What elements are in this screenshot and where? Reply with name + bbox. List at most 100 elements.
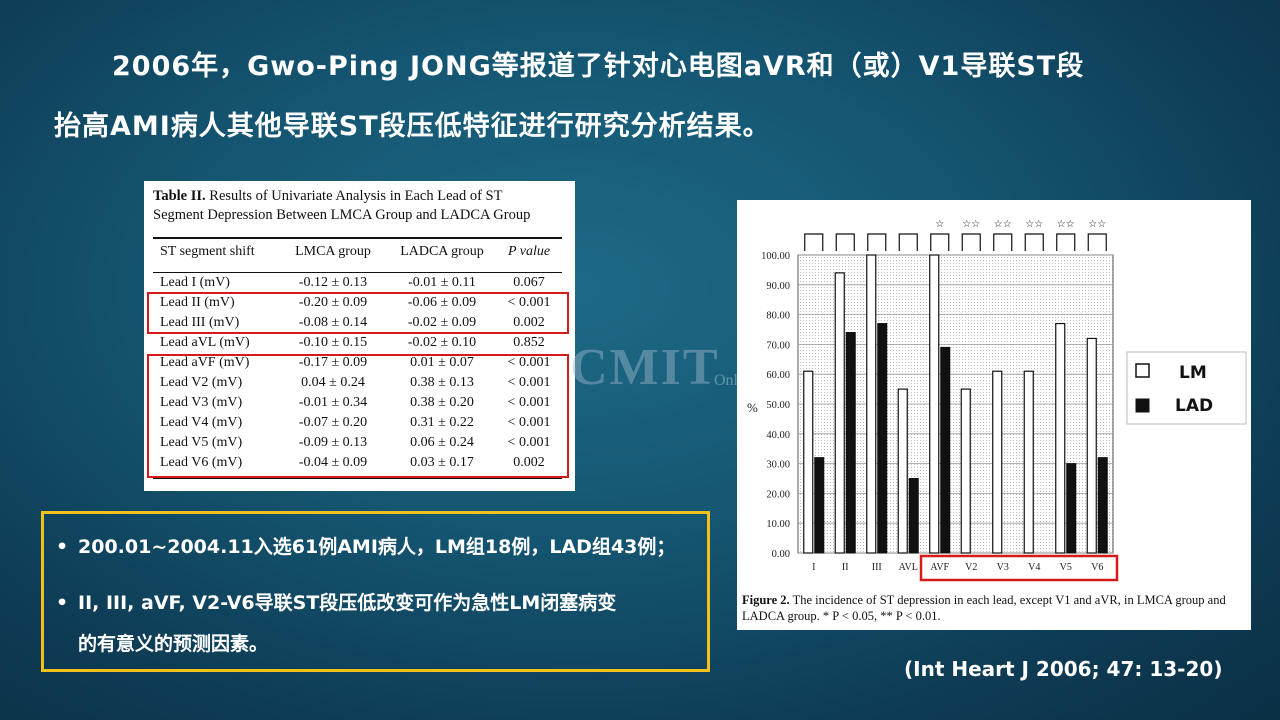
table-header-cell: ST segment shift (160, 244, 255, 259)
bullet-text: 200.01~2004.11入选61例AMI病人，LM组18例，LAD组43例； (78, 536, 676, 558)
legend-label-lad: LAD (1175, 396, 1213, 416)
significance-bracket (993, 233, 1013, 251)
table-cell: Lead I (mV) (160, 275, 230, 290)
x-tick-label: III (872, 562, 882, 573)
y-tick-label: 0.00 (772, 549, 790, 560)
y-tick-label: 20.00 (766, 489, 790, 500)
table-header-cell: LMCA group (295, 244, 371, 259)
table-cell: 0.04 ± 0.24 (301, 375, 365, 390)
table-caption-label: Table II. (153, 188, 206, 204)
results-table-panel: Table II. Results of Univariate Analysis… (144, 181, 575, 491)
table-cell: -0.01 ± 0.34 (298, 395, 368, 410)
table-caption-text: Results of Univariate Analysis in Each L… (209, 188, 503, 204)
table-row: Lead V6 (mV) -0.04 ± 0.09 0.03 ± 0.17 0.002 (153, 455, 562, 475)
y-tick-label: 10.00 (766, 519, 790, 530)
highlight-box-chart-leads (919, 554, 1119, 582)
table-row: Lead V5 (mV) -0.09 ± 0.13 0.06 ± 0.24 < 0.0… (153, 435, 562, 455)
y-tick-label: 100.00 (761, 251, 790, 262)
table-cell: Lead III (mV) (160, 315, 240, 330)
y-tick-label: 40.00 (766, 430, 790, 441)
table-cell: 0.852 (513, 335, 545, 350)
table-row: Lead II (mV) -0.20 ± 0.09 -0.06 ± 0.09 < 0.… (153, 295, 562, 315)
significance-bracket (1024, 233, 1044, 251)
table-cell: Lead V6 (mV) (160, 455, 243, 470)
bullet-marker: • (56, 536, 69, 558)
table-row: Lead aVL (mV) -0.10 ± 0.15 -0.02 ± 0.10 0.8… (153, 335, 562, 355)
x-tick-label: II (842, 562, 849, 573)
bar-lm (960, 388, 971, 554)
table-row: Lead I (mV) -0.12 ± 0.13 -0.01 ± 0.11 0.067 (153, 275, 562, 295)
y-tick-label: 30.00 (766, 460, 790, 471)
bar-chart: 0.00 10.00 20.00 30.00 40.00 50.00 60.00 70.00 8… (747, 219, 1247, 582)
table-cell: 0.38 ± 0.13 (410, 375, 474, 390)
significance-bracket (898, 233, 918, 251)
table-cell: -0.17 ± 0.09 (298, 355, 368, 370)
x-tick-label: V6 (1091, 562, 1103, 573)
table-row: Lead III (mV) -0.08 ± 0.14 -0.02 ± 0.09 0.0… (153, 315, 562, 335)
bar-lm (897, 388, 908, 554)
bar-lad (814, 457, 825, 554)
significance-bracket (804, 233, 824, 251)
table-cell: -0.02 ± 0.10 (407, 335, 477, 350)
table-cell: -0.20 ± 0.09 (298, 295, 368, 310)
bar-lm (992, 370, 1003, 554)
table-cell: < 0.001 (507, 355, 551, 370)
bullet-item-1: • 200.01~2004.11入选61例AMI病人，LM组18例，LAD组43例… (56, 532, 675, 559)
y-tick-label: 70.00 (766, 340, 790, 351)
significance-bracket (1056, 233, 1076, 251)
significance-bracket (961, 233, 981, 251)
y-axis-label: % (747, 400, 758, 415)
x-tick-label: V2 (965, 562, 977, 573)
highlight-box-leads-ii-iii (147, 292, 569, 334)
figure-caption-text: The incidence of ST depression in each l… (792, 593, 1226, 607)
legend-swatch-lad (1135, 398, 1150, 413)
table-cell: -0.08 ± 0.14 (298, 315, 368, 330)
table-top-rule (153, 237, 562, 239)
significance-marker: ☆☆ (1088, 219, 1106, 230)
significance-marker: ☆☆ (962, 219, 980, 230)
x-tick-label: I (812, 562, 815, 573)
bar-lm (1086, 337, 1097, 554)
table-cell: -0.10 ± 0.15 (298, 335, 368, 350)
x-tick-label: V4 (1028, 562, 1040, 573)
table-row: Lead V2 (mV) 0.04 ± 0.24 0.38 ± 0.13 < 0.00… (153, 375, 562, 395)
bar-lad (908, 478, 919, 554)
figure-caption-label: Figure 2. (742, 593, 790, 607)
table-cell: 0.03 ± 0.17 (410, 455, 474, 470)
slide-title-line1: 2006年，Gwo-Ping JONG等报道了针对心电图aVR和（或）V1导联S… (112, 51, 1085, 82)
table-cell: 0.31 ± 0.22 (410, 415, 474, 430)
y-tick-label: 80.00 (766, 311, 790, 322)
table-header-row: ST segment shift LMCA group LADCA group … (153, 244, 562, 264)
table-header-cell: P value (507, 244, 551, 259)
table-header-cell: LADCA group (400, 244, 484, 259)
table-cell: 0.067 (513, 275, 545, 290)
x-tick-label: V3 (997, 562, 1009, 573)
bar-lm (803, 370, 814, 554)
y-tick-label: 50.00 (766, 400, 790, 411)
slide-title-line2: 抬高AMI病人其他导联ST段压低特征进行研究分析结果。 (54, 111, 771, 142)
table-cell: -0.09 ± 0.13 (298, 435, 368, 450)
bar-lm (1055, 322, 1066, 554)
y-tick-label: 60.00 (766, 370, 790, 381)
table-cell: < 0.001 (507, 295, 551, 310)
significance-bracket (835, 233, 855, 251)
significance-bracket (867, 233, 887, 251)
figure-panel: 0.00 10.00 20.00 30.00 40.00 50.00 60.00 70.00 8… (737, 200, 1251, 630)
table-bottom-rule (153, 478, 562, 479)
significance-marker: ☆☆ (1057, 219, 1075, 230)
table-cell: Lead II (mV) (160, 295, 235, 310)
table-cell: -0.07 ± 0.20 (298, 415, 368, 430)
figure-caption-line2: LADCA group. * P < 0.05, ** P < 0.01. (742, 609, 941, 623)
table-cell: < 0.001 (507, 435, 551, 450)
table-cell: -0.01 ± 0.11 (408, 275, 476, 290)
y-tick-label: 90.00 (766, 281, 790, 292)
bullet-text: 的有意义的预测因素。 (78, 633, 269, 655)
bar-lad (877, 323, 888, 554)
bullet-item-2-continued: 的有意义的预测因素。 (78, 629, 268, 656)
table-cell: 0.06 ± 0.24 (410, 435, 474, 450)
table-row: Lead V4 (mV) -0.07 ± 0.20 0.31 ± 0.22 < 0.0… (153, 415, 562, 435)
table-cell: < 0.001 (507, 375, 551, 390)
x-tick-label: V5 (1060, 562, 1072, 573)
bar-lm (834, 272, 845, 554)
bar-lm (866, 254, 877, 554)
